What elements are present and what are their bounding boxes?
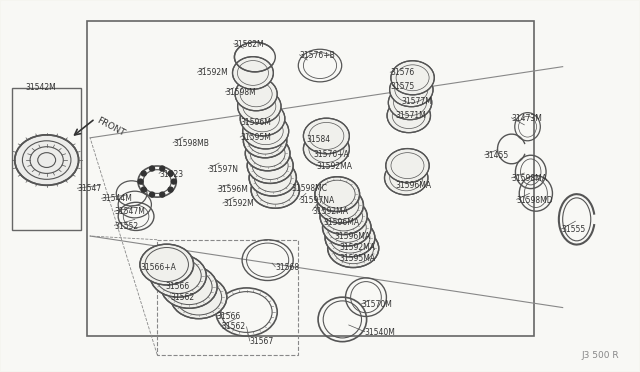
Text: 31598MB: 31598MB <box>173 139 209 148</box>
Text: 31592MA: 31592MA <box>312 207 348 216</box>
Ellipse shape <box>325 219 375 257</box>
Ellipse shape <box>303 131 349 167</box>
Text: 31575: 31575 <box>390 82 415 91</box>
Circle shape <box>138 179 143 184</box>
Text: 31592MA: 31592MA <box>317 162 353 171</box>
Text: 31552: 31552 <box>115 221 138 231</box>
Text: 31596M: 31596M <box>218 185 249 194</box>
Ellipse shape <box>237 89 281 124</box>
Ellipse shape <box>391 61 435 95</box>
Text: 31595M: 31595M <box>240 133 271 142</box>
Ellipse shape <box>243 113 289 149</box>
Text: 31540M: 31540M <box>365 328 396 337</box>
Text: 31567: 31567 <box>250 337 274 346</box>
Ellipse shape <box>247 148 293 183</box>
Circle shape <box>150 192 154 197</box>
Circle shape <box>160 166 164 171</box>
Circle shape <box>141 187 146 192</box>
Text: 31542M: 31542M <box>25 83 56 92</box>
Text: 31566: 31566 <box>216 312 241 321</box>
Circle shape <box>168 171 173 176</box>
Text: 31523: 31523 <box>159 170 183 179</box>
Text: 31597NA: 31597NA <box>300 196 335 205</box>
Text: 31576+B: 31576+B <box>300 51 335 60</box>
Text: 31547M: 31547M <box>115 208 145 217</box>
Text: 31570M: 31570M <box>362 300 392 309</box>
Text: 31582M: 31582M <box>234 40 264 49</box>
Ellipse shape <box>161 265 217 308</box>
Text: 31568: 31568 <box>275 263 300 272</box>
Circle shape <box>141 171 146 176</box>
Text: 31598M: 31598M <box>225 88 256 97</box>
Text: 31597N: 31597N <box>208 165 238 174</box>
Ellipse shape <box>15 135 79 185</box>
Text: 31592M: 31592M <box>197 68 228 77</box>
Ellipse shape <box>390 73 433 107</box>
Text: 31592M: 31592M <box>223 199 253 208</box>
Ellipse shape <box>251 171 300 208</box>
Text: 31562: 31562 <box>221 322 245 331</box>
Bar <box>157 240 298 355</box>
Text: 31598MD: 31598MD <box>516 196 554 205</box>
Ellipse shape <box>323 209 371 246</box>
Text: 31592MA: 31592MA <box>339 243 375 251</box>
Text: 31571M: 31571M <box>396 111 426 120</box>
Bar <box>87 21 534 336</box>
Bar <box>12 88 81 231</box>
Text: 31566+A: 31566+A <box>140 263 176 272</box>
Text: 31598MC: 31598MC <box>291 185 327 193</box>
Ellipse shape <box>243 124 287 158</box>
Ellipse shape <box>387 99 431 133</box>
Text: J3 500 R: J3 500 R <box>581 351 619 360</box>
Text: 31598MA: 31598MA <box>511 174 548 183</box>
Text: 31547: 31547 <box>77 185 102 193</box>
Circle shape <box>172 179 176 184</box>
Ellipse shape <box>235 77 277 111</box>
Ellipse shape <box>385 161 428 195</box>
Ellipse shape <box>303 118 349 154</box>
Text: 31566: 31566 <box>166 282 189 291</box>
Circle shape <box>168 187 173 192</box>
Ellipse shape <box>140 244 193 285</box>
Text: 31595MA: 31595MA <box>339 254 375 263</box>
Text: 31473M: 31473M <box>511 114 543 123</box>
Circle shape <box>160 192 164 197</box>
Ellipse shape <box>317 187 364 223</box>
Ellipse shape <box>315 177 360 212</box>
Text: 31455: 31455 <box>484 151 509 160</box>
Ellipse shape <box>240 101 285 136</box>
Ellipse shape <box>150 254 206 297</box>
Ellipse shape <box>320 198 367 235</box>
Text: 31577M: 31577M <box>402 97 433 106</box>
Text: 31584: 31584 <box>306 135 330 144</box>
Ellipse shape <box>386 148 429 183</box>
Text: 31596MA: 31596MA <box>323 218 359 227</box>
Text: 31596MA: 31596MA <box>334 231 370 241</box>
Ellipse shape <box>328 229 379 267</box>
Text: 31562: 31562 <box>170 293 194 302</box>
Ellipse shape <box>249 160 296 196</box>
Text: 31544M: 31544M <box>102 195 132 203</box>
Circle shape <box>150 166 154 171</box>
Text: 31555: 31555 <box>561 225 586 234</box>
Ellipse shape <box>171 276 227 319</box>
Ellipse shape <box>232 57 273 89</box>
Ellipse shape <box>245 136 290 171</box>
Text: 31576: 31576 <box>390 68 415 77</box>
Text: 31596M: 31596M <box>240 119 271 128</box>
Ellipse shape <box>388 86 432 120</box>
Text: 31596MA: 31596MA <box>396 181 431 190</box>
Text: 31576+A: 31576+A <box>314 150 349 159</box>
Text: FRONT: FRONT <box>95 116 126 138</box>
